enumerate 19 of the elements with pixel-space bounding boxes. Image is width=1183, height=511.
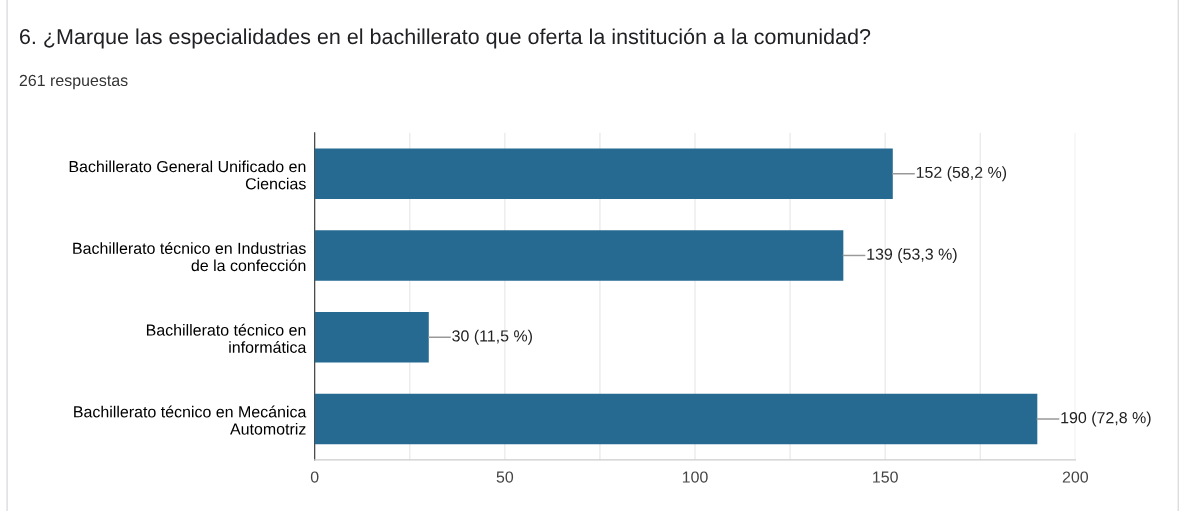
text: 261 respuestas [19,74,128,90]
data-label: 152 (58,2 %) [916,166,1007,182]
chart-title: 6. ¿Marque las especialidades en el bachillerato que oferta la institución a la comunidad? [20,28,871,49]
y-tick-label: Bachillerato técnico en Industrias de la confección [73,242,306,272]
data-label: 190 (72,8 %) [1061,411,1151,427]
bar [314,230,844,281]
x-tick-label: 0 [310,471,319,483]
bar [314,148,893,200]
bar [314,393,1038,445]
data-label: 30 (11,5 %) [452,329,532,345]
x-tick-label: 50 [496,471,514,483]
y-tick-label: Bachillerato General Unificado en Ciencias [69,160,306,190]
x-tick-label: 200 [1062,471,1089,483]
y-tick-label: Bachillerato técnico en Mecánica Automotriz [74,405,307,435]
x-tick-label: 100 [682,471,708,483]
y-tick-label: Bachillerato técnico en informática [146,323,307,353]
x-tick-label: 150 [873,471,898,483]
data-label: 139 (53,3 %) [867,248,957,263]
bar [314,311,429,363]
